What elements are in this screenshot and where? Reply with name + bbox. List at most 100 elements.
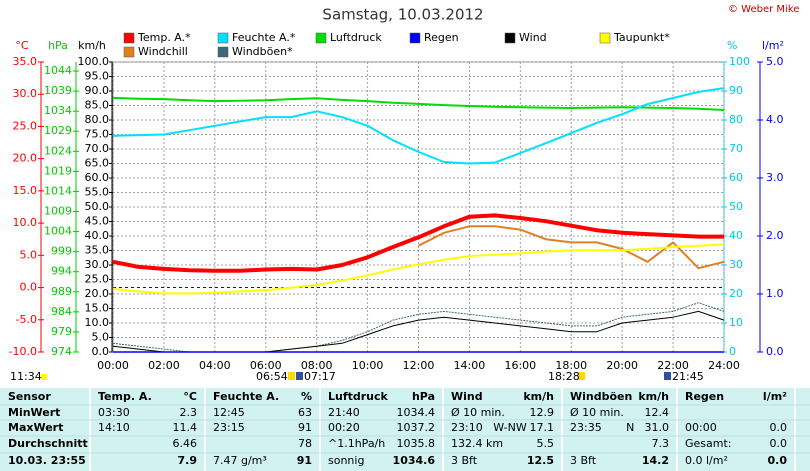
- legend-swatch: [599, 32, 611, 44]
- table-cell: 2.3: [180, 406, 198, 419]
- table-cell: 14:10: [98, 421, 130, 434]
- table-cell: 23:10 W-NW: [451, 421, 527, 434]
- y-tick-label: 40: [729, 229, 743, 242]
- y-tick-label: 55.0: [85, 186, 110, 199]
- table-cell: 3 Bft: [570, 454, 597, 467]
- table-cell: Wind: [451, 390, 483, 403]
- table-cell: 11.4: [173, 421, 198, 434]
- copyright: © Weber Mike: [728, 4, 799, 15]
- table-cell: km/h: [523, 390, 554, 403]
- y-tick-label: 4.0: [766, 113, 784, 126]
- legend-swatch: [315, 32, 327, 44]
- time-marker: 21:45: [672, 370, 704, 383]
- table-cell: 1035.8: [397, 437, 436, 450]
- table-cell: Ø 10 min.: [570, 406, 624, 419]
- legend-label: Windböen*: [232, 45, 293, 58]
- y-tick-label: 50: [729, 200, 743, 213]
- x-tick-label: 04:00: [199, 359, 231, 372]
- table-cell: 1034.6: [393, 454, 436, 467]
- y-tick-label: 25.0: [13, 119, 38, 132]
- y-tick-label: 20.0: [13, 152, 38, 165]
- table-cell: Temp. A.: [98, 390, 152, 403]
- legend-swatch: [217, 32, 229, 44]
- table-cell: Windböen: [570, 390, 632, 403]
- y-tick-label: -5.0: [16, 313, 37, 326]
- y-tick-label: 35.0: [13, 55, 38, 68]
- table-cell: 31.0: [645, 421, 670, 434]
- legend-swatch: [504, 32, 516, 44]
- x-tick-label: 10:00: [352, 359, 384, 372]
- legend-label: Windchill: [138, 45, 188, 58]
- table-cell: 23:15: [213, 421, 245, 434]
- y-tick-label: 10: [729, 316, 743, 329]
- y-tick-label: 1009: [44, 205, 72, 218]
- y-tick-label: 90.0: [85, 84, 110, 97]
- y-tick-label: 2.0: [766, 229, 784, 242]
- table-cell: MinWert: [8, 406, 60, 419]
- table-cell: 1037.2: [397, 421, 436, 434]
- axis-title: °C: [15, 39, 29, 52]
- y-tick-label: 979: [51, 325, 72, 338]
- table-cell: 00:20: [328, 421, 360, 434]
- y-tick-label: 3.0: [766, 171, 784, 184]
- series-line: [112, 243, 725, 295]
- sunset-icon: [578, 372, 585, 380]
- table-cell: 6.46: [173, 437, 198, 450]
- time-marker: 18:28: [548, 370, 580, 383]
- table-cell: 23:35 N: [570, 421, 634, 434]
- y-tick-label: 30.0: [13, 87, 38, 100]
- table-cell: MaxWert: [8, 421, 63, 434]
- table-cell: 132.4 km: [451, 437, 503, 450]
- y-tick-label: 80.0: [85, 113, 110, 126]
- y-tick-label: 40.0: [85, 229, 110, 242]
- legend-label: Regen: [424, 31, 459, 44]
- table-cell: Durchschnitt: [8, 437, 88, 450]
- y-tick-label: 100: [729, 55, 750, 68]
- y-tick-label: 5.0: [766, 55, 784, 68]
- table-cell: Feuchte A.: [213, 390, 279, 403]
- y-tick-label: 25.0: [85, 273, 110, 286]
- table-bg: [0, 388, 810, 471]
- table-cell: hPa: [412, 390, 435, 403]
- legend-swatch: [409, 32, 421, 44]
- table-cell: 7.9: [178, 454, 198, 467]
- y-tick-label: 70: [729, 142, 743, 155]
- y-tick-label: 100.0: [78, 55, 110, 68]
- y-tick-label: 1004: [44, 225, 72, 238]
- table-cell: 21:40: [328, 406, 360, 419]
- time-marker: 06:54: [256, 370, 288, 383]
- table-cell: 0.0: [770, 437, 788, 450]
- y-tick-label: 20: [729, 287, 743, 300]
- moonset-icon: [664, 372, 671, 380]
- y-tick-label: 1019: [44, 164, 72, 177]
- x-tick-label: 06:00: [250, 359, 282, 372]
- legend-label: Luftdruck: [330, 31, 382, 44]
- y-tick-label: 30: [729, 258, 743, 271]
- y-tick-label: -10.0: [9, 345, 37, 358]
- y-tick-label: 1039: [44, 84, 72, 97]
- sunrise-icon: [288, 372, 295, 380]
- series-line: [418, 225, 725, 270]
- table-cell: 91: [298, 421, 312, 434]
- series-line: [112, 87, 725, 165]
- y-tick-label: 1024: [44, 144, 72, 157]
- table-cell: 63: [298, 406, 312, 419]
- table-cell: Regen: [685, 390, 724, 403]
- y-tick-label: 989: [51, 285, 72, 298]
- y-tick-label: 984: [51, 305, 72, 318]
- y-tick-label: 50.0: [85, 200, 110, 213]
- legend-label: Feuchte A.*: [232, 31, 296, 44]
- table-cell: %: [301, 390, 312, 403]
- table-cell: 12:45: [213, 406, 245, 419]
- table-cell: 14.2: [642, 454, 669, 467]
- table-cell: 3 Bft: [451, 454, 478, 467]
- legend-label: Taupunkt*: [613, 31, 670, 44]
- series-line: [112, 213, 724, 273]
- y-tick-label: 0.0: [20, 281, 38, 294]
- y-tick-label: 90: [729, 84, 743, 97]
- y-tick-label: 85.0: [85, 99, 110, 112]
- legend-label: Temp. A.*: [137, 31, 191, 44]
- table-cell: l/m²: [763, 390, 787, 403]
- legend-swatch: [123, 46, 135, 58]
